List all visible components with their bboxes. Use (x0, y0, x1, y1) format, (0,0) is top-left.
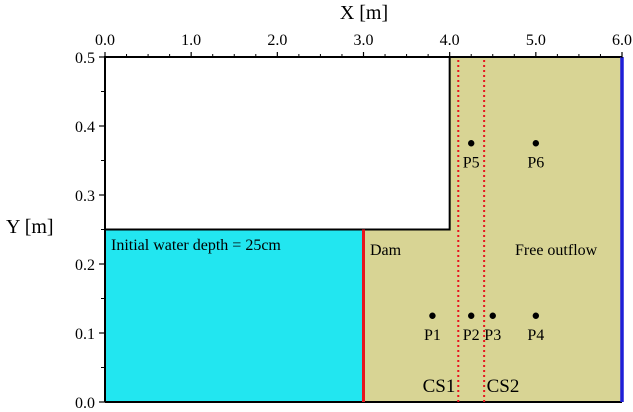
y-tick-label: 0.2 (75, 257, 95, 274)
x-tick-label: 6.0 (612, 32, 632, 49)
y-tick-label: 0.5 (75, 50, 95, 67)
y-axis-title: Y [m] (6, 216, 54, 238)
y-tick-label: 0.3 (75, 188, 95, 205)
y-tick-label: 0.4 (75, 119, 95, 136)
probe-label-p1: P1 (424, 327, 441, 344)
x-tick-label: 1.0 (181, 32, 201, 49)
x-tick-label: 3.0 (354, 32, 374, 49)
cs2-label: CS2 (487, 376, 520, 397)
x-axis-title: X [m] (340, 2, 388, 24)
water-depth-label: Initial water depth = 25cm (111, 237, 281, 254)
water-region (105, 229, 364, 402)
probe-label-p6: P6 (527, 154, 544, 171)
probe-point-p6 (532, 140, 540, 147)
probe-point-p3 (489, 312, 496, 319)
x-tick-label: 2.0 (267, 32, 287, 49)
probe-point-p1 (429, 312, 436, 319)
cs1-label: CS1 (423, 376, 456, 397)
probe-point-p5 (468, 140, 475, 147)
x-tick-label: 4.0 (440, 32, 460, 49)
probe-point-p4 (532, 312, 540, 319)
regions-layer (105, 57, 622, 402)
probe-point-p2 (468, 312, 475, 319)
y-tick-label: 0.0 (75, 395, 95, 412)
x-tick-label: 0.0 (95, 32, 115, 49)
free-outflow-label: Free outflow (515, 242, 598, 259)
dam-label: Dam (370, 242, 402, 259)
probes-layer: P1 P2 P3 P4 P5 P6 (424, 140, 544, 344)
x-tick-label: 5.0 (526, 32, 546, 49)
axes-layer: 0.0 1.0 2.0 3.0 4.0 5.0 6.0 0.0 0.1 0.2 0.3 0.4 0.5 (75, 32, 632, 412)
y-tick-label: 0.1 (75, 326, 95, 343)
probe-label-p3: P3 (484, 327, 501, 344)
dry-bed-region (363, 57, 622, 402)
probe-label-p5: P5 (463, 154, 480, 171)
probe-label-p2: P2 (463, 327, 480, 344)
probe-label-p4: P4 (527, 327, 544, 344)
